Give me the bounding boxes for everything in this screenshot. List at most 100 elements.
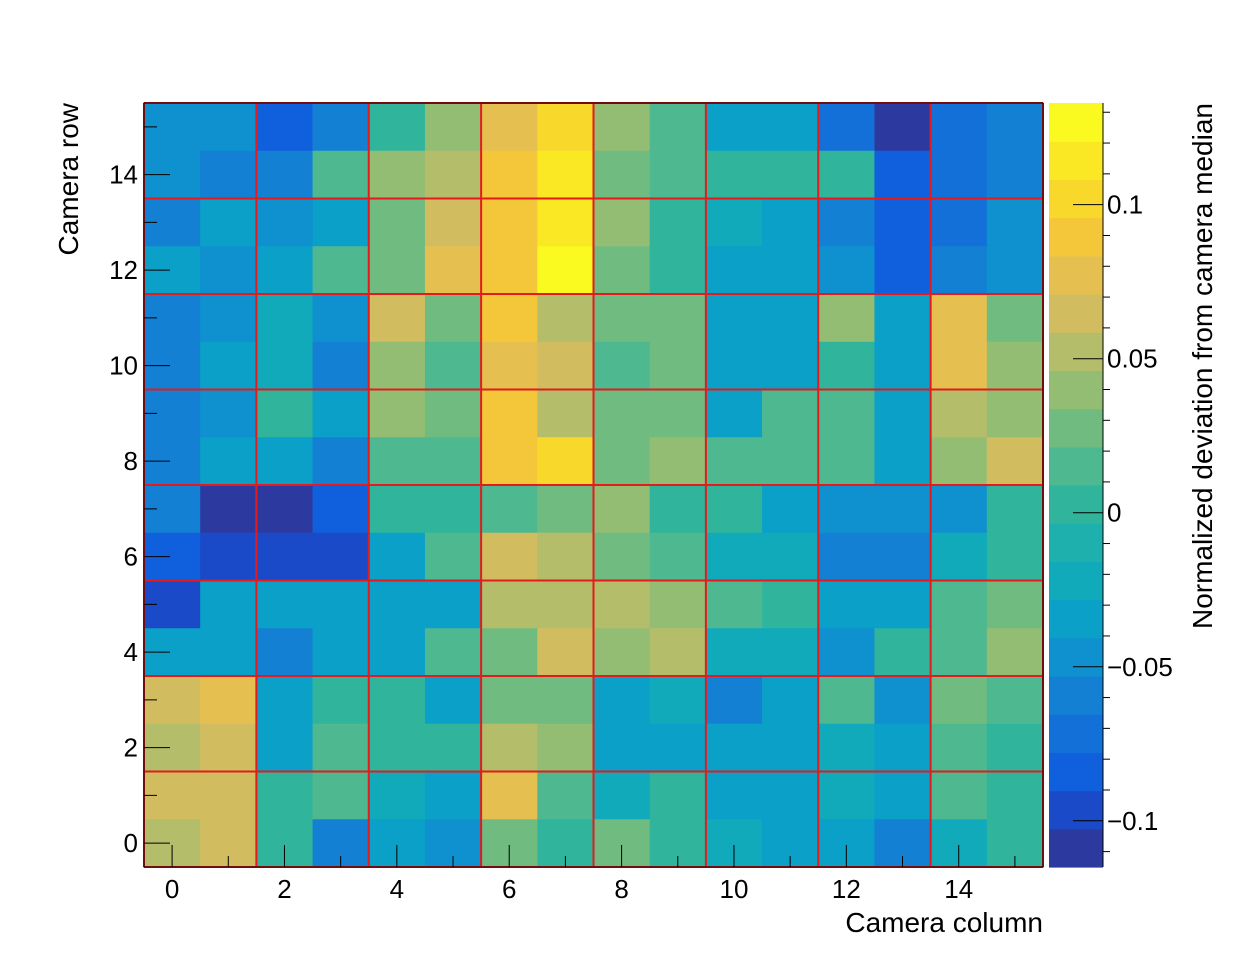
- heatmap-cell-r5-c6: [481, 580, 538, 629]
- heatmap-cell-r9-c12: [818, 389, 876, 438]
- heatmap-cell-r3-c12: [818, 676, 876, 725]
- x-axis-label: Camera column: [845, 907, 1043, 938]
- heatmap-cell-r3-c6: [481, 676, 538, 725]
- plot-frame: [143, 102, 1044, 868]
- heatmap-cell-r10-c3: [312, 341, 370, 391]
- heatmap-cell-r12-c5: [424, 246, 482, 295]
- heatmap-cell-r14-c7: [537, 150, 595, 200]
- heatmap-cell-r2-c3: [312, 723, 370, 773]
- heatmap-cell-r10-c14: [930, 341, 988, 391]
- heatmap-cell-r14-c6: [481, 150, 538, 200]
- heatmap-cell-r7-c11: [762, 485, 819, 534]
- heatmap-cell-r7-c14: [930, 485, 988, 534]
- heatmap-cell-r15-c1: [200, 103, 257, 152]
- heatmap-cell-r6-c4: [368, 532, 426, 582]
- heatmap-cell-r9-c6: [481, 389, 538, 438]
- heatmap-cell-r9-c9: [649, 389, 707, 438]
- heatmap-cell-r3-c14: [930, 676, 988, 725]
- heatmap-cell-r7-c2: [256, 485, 314, 534]
- heatmap-cell-r10-c9: [649, 341, 707, 391]
- heatmap-cell-r13-c5: [424, 198, 482, 247]
- heatmap-cell-r13-c1: [200, 198, 257, 247]
- heatmap-cell-r9-c4: [368, 389, 426, 438]
- heatmap-cell-r11-c7: [537, 294, 595, 343]
- colorbar-segment: [1049, 179, 1103, 219]
- heatmap-cell-r12-c2: [256, 246, 314, 295]
- heatmap-cell-r14-c15: [986, 150, 1044, 200]
- heatmap-cell-r7-c5: [424, 485, 482, 534]
- heatmap-cell-r5-c14: [930, 580, 988, 629]
- heatmap-cell-r5-c13: [874, 580, 932, 629]
- heatmap-cell-r2-c15: [986, 723, 1044, 773]
- heatmap-cell-r1-c3: [312, 771, 370, 820]
- heatmap-cell-r15-c15: [986, 103, 1044, 152]
- heatmap-cell-r5-c9: [649, 580, 707, 629]
- heatmap-cell-r14-c8: [593, 150, 651, 200]
- heatmap-cell-r6-c7: [537, 532, 595, 582]
- heatmap-cell-r4-c7: [537, 628, 595, 677]
- heatmap-cell-r8-c15: [986, 437, 1044, 486]
- heatmap-cell-r6-c8: [593, 532, 651, 582]
- colorbar-segment: [1049, 790, 1103, 830]
- heatmap-cell-r3-c11: [762, 676, 819, 725]
- heatmap-cell-r13-c15: [986, 198, 1044, 247]
- heatmap-cell-r2-c14: [930, 723, 988, 773]
- heatmap-cell-r10-c12: [818, 341, 876, 391]
- colorbar-segment: [1049, 370, 1103, 410]
- heatmap-cell-r13-c7: [537, 198, 595, 247]
- heatmap-cell-r14-c10: [705, 150, 763, 200]
- colorbar-segment: [1049, 523, 1103, 562]
- heatmap-cell-r11-c13: [874, 294, 932, 343]
- heatmap-cell-r10-c2: [256, 341, 314, 391]
- heatmap-cell-r10-c7: [537, 341, 595, 391]
- heatmap-cell-r15-c3: [312, 103, 370, 152]
- colorbar: [1049, 103, 1103, 868]
- x-tick-label: 6: [502, 874, 516, 904]
- heatmap-cell-r12-c10: [705, 246, 763, 295]
- heatmap-cell-r8-c3: [312, 437, 370, 486]
- heatmap-cell-r9-c5: [424, 389, 482, 438]
- heatmap-cell-r14-c13: [874, 150, 932, 200]
- heatmap-cell-r6-c6: [481, 532, 538, 582]
- heatmap-cell-r9-c10: [705, 389, 763, 438]
- x-tick-label: 12: [832, 874, 861, 904]
- heatmap-cell-r7-c8: [593, 485, 651, 534]
- heatmap-cell-r2-c10: [705, 723, 763, 773]
- heatmap-cell-r5-c8: [593, 580, 651, 629]
- heatmap-cell-r15-c7: [537, 103, 595, 152]
- colorbar-segment: [1049, 599, 1103, 639]
- heatmap-cell-r3-c15: [986, 676, 1044, 725]
- heatmap-cell-r14-c5: [424, 150, 482, 200]
- y-tick-label: 8: [124, 446, 138, 476]
- heatmap-cell-r3-c8: [593, 676, 651, 725]
- heatmap-cell-r8-c10: [705, 437, 763, 486]
- colorbar-segment: [1049, 714, 1103, 753]
- heatmap-cell-r14-c12: [818, 150, 876, 200]
- heatmap-cell-r6-c15: [986, 532, 1044, 582]
- colorbar-segment: [1049, 485, 1103, 524]
- heatmap-cell-r2-c4: [368, 723, 426, 773]
- x-axis: 0 2 4 6 8 10 12 14: [165, 845, 1016, 904]
- heatmap-cell-r9-c1: [200, 389, 257, 438]
- x-tick-label: 8: [614, 874, 628, 904]
- y-tick-label: 6: [124, 542, 138, 572]
- x-tick-label: 14: [944, 874, 973, 904]
- heatmap-cell-r8-c4: [368, 437, 426, 486]
- colorbar-segment: [1049, 637, 1103, 677]
- colorbar-segment: [1049, 676, 1103, 715]
- heatmap-cell-r9-c8: [593, 389, 651, 438]
- heatmap-cell-r5-c4: [368, 580, 426, 629]
- heatmap-cell-r3-c1: [200, 676, 257, 725]
- heatmap-cell-r8-c1: [200, 437, 257, 486]
- heatmap-cell-r1-c5: [424, 771, 482, 820]
- heatmap-cell-r8-c5: [424, 437, 482, 486]
- heatmap-cell-r4-c14: [930, 628, 988, 677]
- heatmap-cell-r2-c12: [818, 723, 876, 773]
- heatmap-cell-r5-c15: [986, 580, 1044, 629]
- heatmap-cell-r10-c10: [705, 341, 763, 391]
- heatmap-cell-r15-c8: [593, 103, 651, 152]
- heatmap-cell-r12-c6: [481, 246, 538, 295]
- heatmap-cell-r1-c10: [705, 771, 763, 820]
- heatmap-cell-r10-c11: [762, 341, 819, 391]
